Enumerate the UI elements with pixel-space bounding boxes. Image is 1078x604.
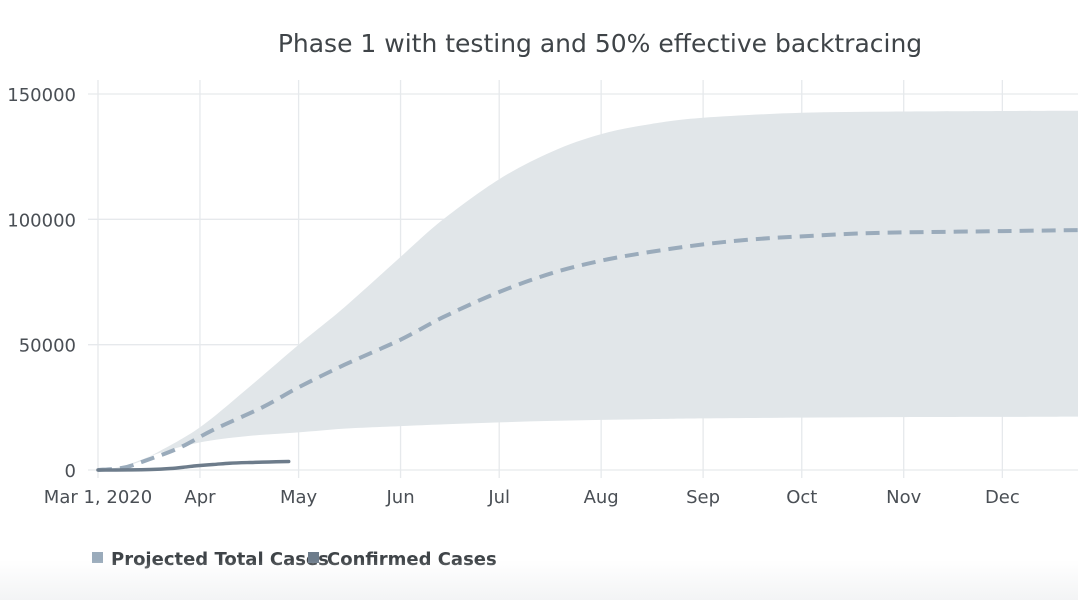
series-lines bbox=[96, 228, 1078, 472]
y-tick-label: 100000 bbox=[7, 210, 76, 231]
x-tick-label: Dec bbox=[985, 487, 1020, 508]
x-tick-label: Nov bbox=[886, 487, 921, 508]
projected-total-cases-line[interactable] bbox=[97, 228, 1078, 472]
x-tick-label: Sep bbox=[686, 487, 720, 508]
legend-label-confirmed[interactable]: Confirmed Cases bbox=[327, 549, 497, 570]
chart-title: Phase 1 with testing and 50% effective b… bbox=[278, 29, 922, 58]
y-tick-label: 150000 bbox=[7, 85, 76, 106]
legend: Projected Total Cases Confirmed Cases bbox=[92, 549, 497, 570]
legend-swatch-confirmed[interactable] bbox=[308, 552, 319, 563]
y-tick-label: 0 bbox=[65, 461, 76, 482]
projected-band-layer bbox=[98, 110, 1078, 471]
x-tick-label: May bbox=[280, 487, 318, 508]
confirmed-cases-line[interactable] bbox=[96, 459, 291, 472]
x-axis: Mar 1, 2020 Apr May Jun Jul Aug Sep Oct Nov Dec bbox=[44, 487, 1020, 508]
x-tick-label: Jul bbox=[487, 487, 510, 508]
x-tick-label: Oct bbox=[786, 487, 817, 508]
x-tick-label: Jun bbox=[385, 487, 414, 508]
x-tick-label: Mar 1, 2020 bbox=[44, 487, 152, 508]
x-tick-label: Aug bbox=[584, 487, 619, 508]
y-axis: 0 50000 100000 150000 bbox=[7, 85, 76, 482]
y-tick-label: 50000 bbox=[19, 336, 76, 357]
x-tick-label: Apr bbox=[184, 487, 216, 508]
legend-swatch-projected[interactable] bbox=[92, 552, 103, 563]
legend-label-projected[interactable]: Projected Total Cases bbox=[111, 549, 329, 570]
projected-range-band bbox=[98, 110, 1078, 471]
